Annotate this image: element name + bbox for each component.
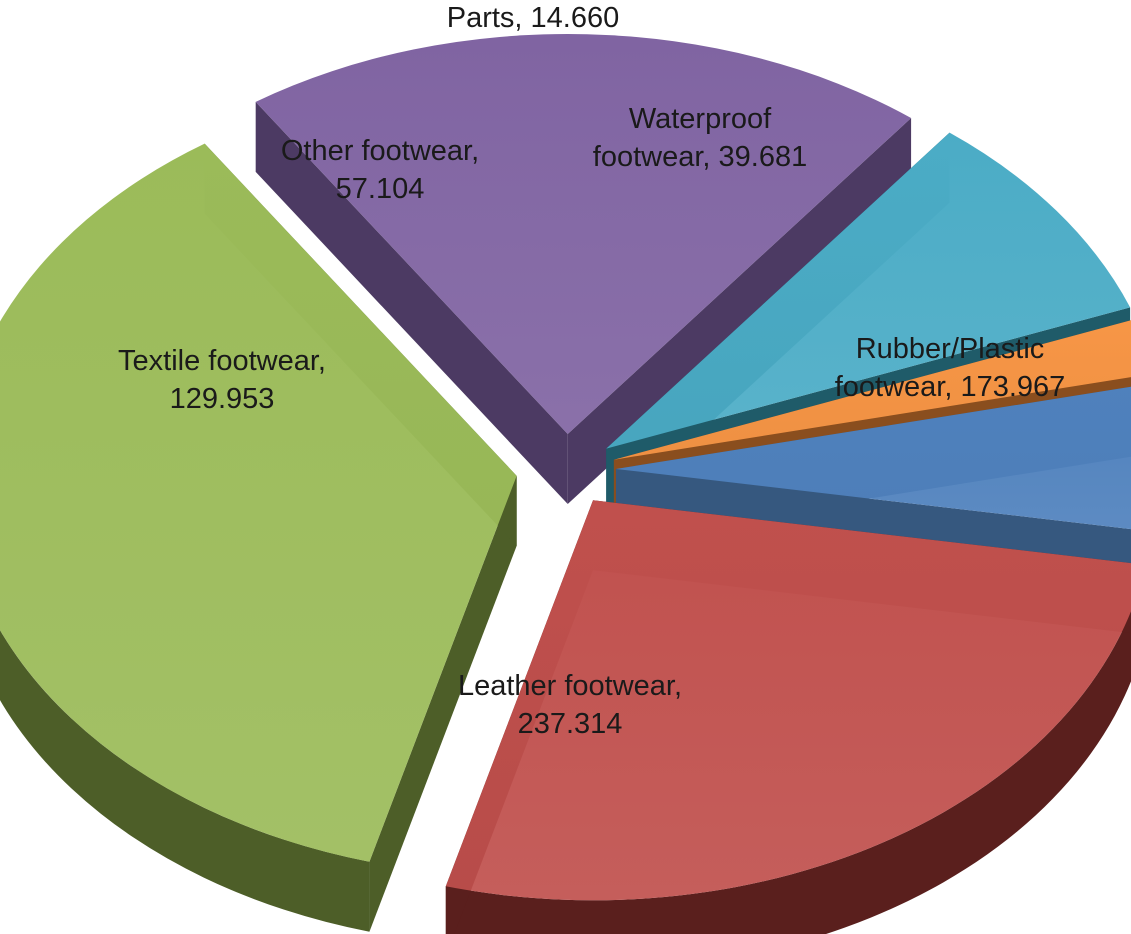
data-label: Other footwear, 57.104 — [281, 135, 479, 205]
data-label-line: Waterproof — [629, 103, 772, 135]
data-label: Rubber/Plastic footwear, 173.967 — [835, 333, 1066, 403]
data-label: Leather footwear, 237.314 — [458, 670, 682, 740]
data-label-line: footwear, 39.681 — [593, 141, 807, 173]
pie-slice-rubber-plastic-footwear — [445, 500, 1131, 901]
pie-slice-wall — [0, 629, 370, 932]
data-label-line: Rubber/Plastic — [856, 333, 1045, 365]
pie-labels: Waterproof footwear, 39.681 Rubber/Plastic… — [118, 2, 1065, 740]
pie-slice-wall — [445, 611, 1131, 934]
data-label-line: 129.953 — [170, 383, 275, 415]
pie-slice-cut — [369, 475, 517, 932]
pie-slice-waterproof-footwear — [615, 386, 1131, 530]
pie-slice-parts — [613, 320, 1131, 460]
pie-tops — [0, 34, 1131, 901]
data-label-line: Textile footwear, — [118, 345, 326, 377]
pie-slice-leather-footwear — [0, 143, 517, 862]
data-label-line: footwear, 173.967 — [835, 371, 1066, 403]
data-label: Parts, 14.660 — [447, 2, 620, 34]
data-label-line: Parts, 14.660 — [447, 2, 620, 34]
data-label-line: Leather footwear, — [458, 670, 682, 702]
data-label: Waterproof footwear, 39.681 — [593, 103, 807, 173]
data-label: Textile footwear, 129.953 — [118, 345, 326, 415]
data-label-line: Other footwear, — [281, 135, 479, 167]
pie-slice-textile-footwear — [255, 34, 912, 435]
pie-slice-other-footwear — [606, 132, 1131, 449]
data-label-line: 237.314 — [518, 708, 623, 740]
data-label-line: 57.104 — [336, 173, 425, 205]
pie-slice-cut — [255, 101, 568, 505]
